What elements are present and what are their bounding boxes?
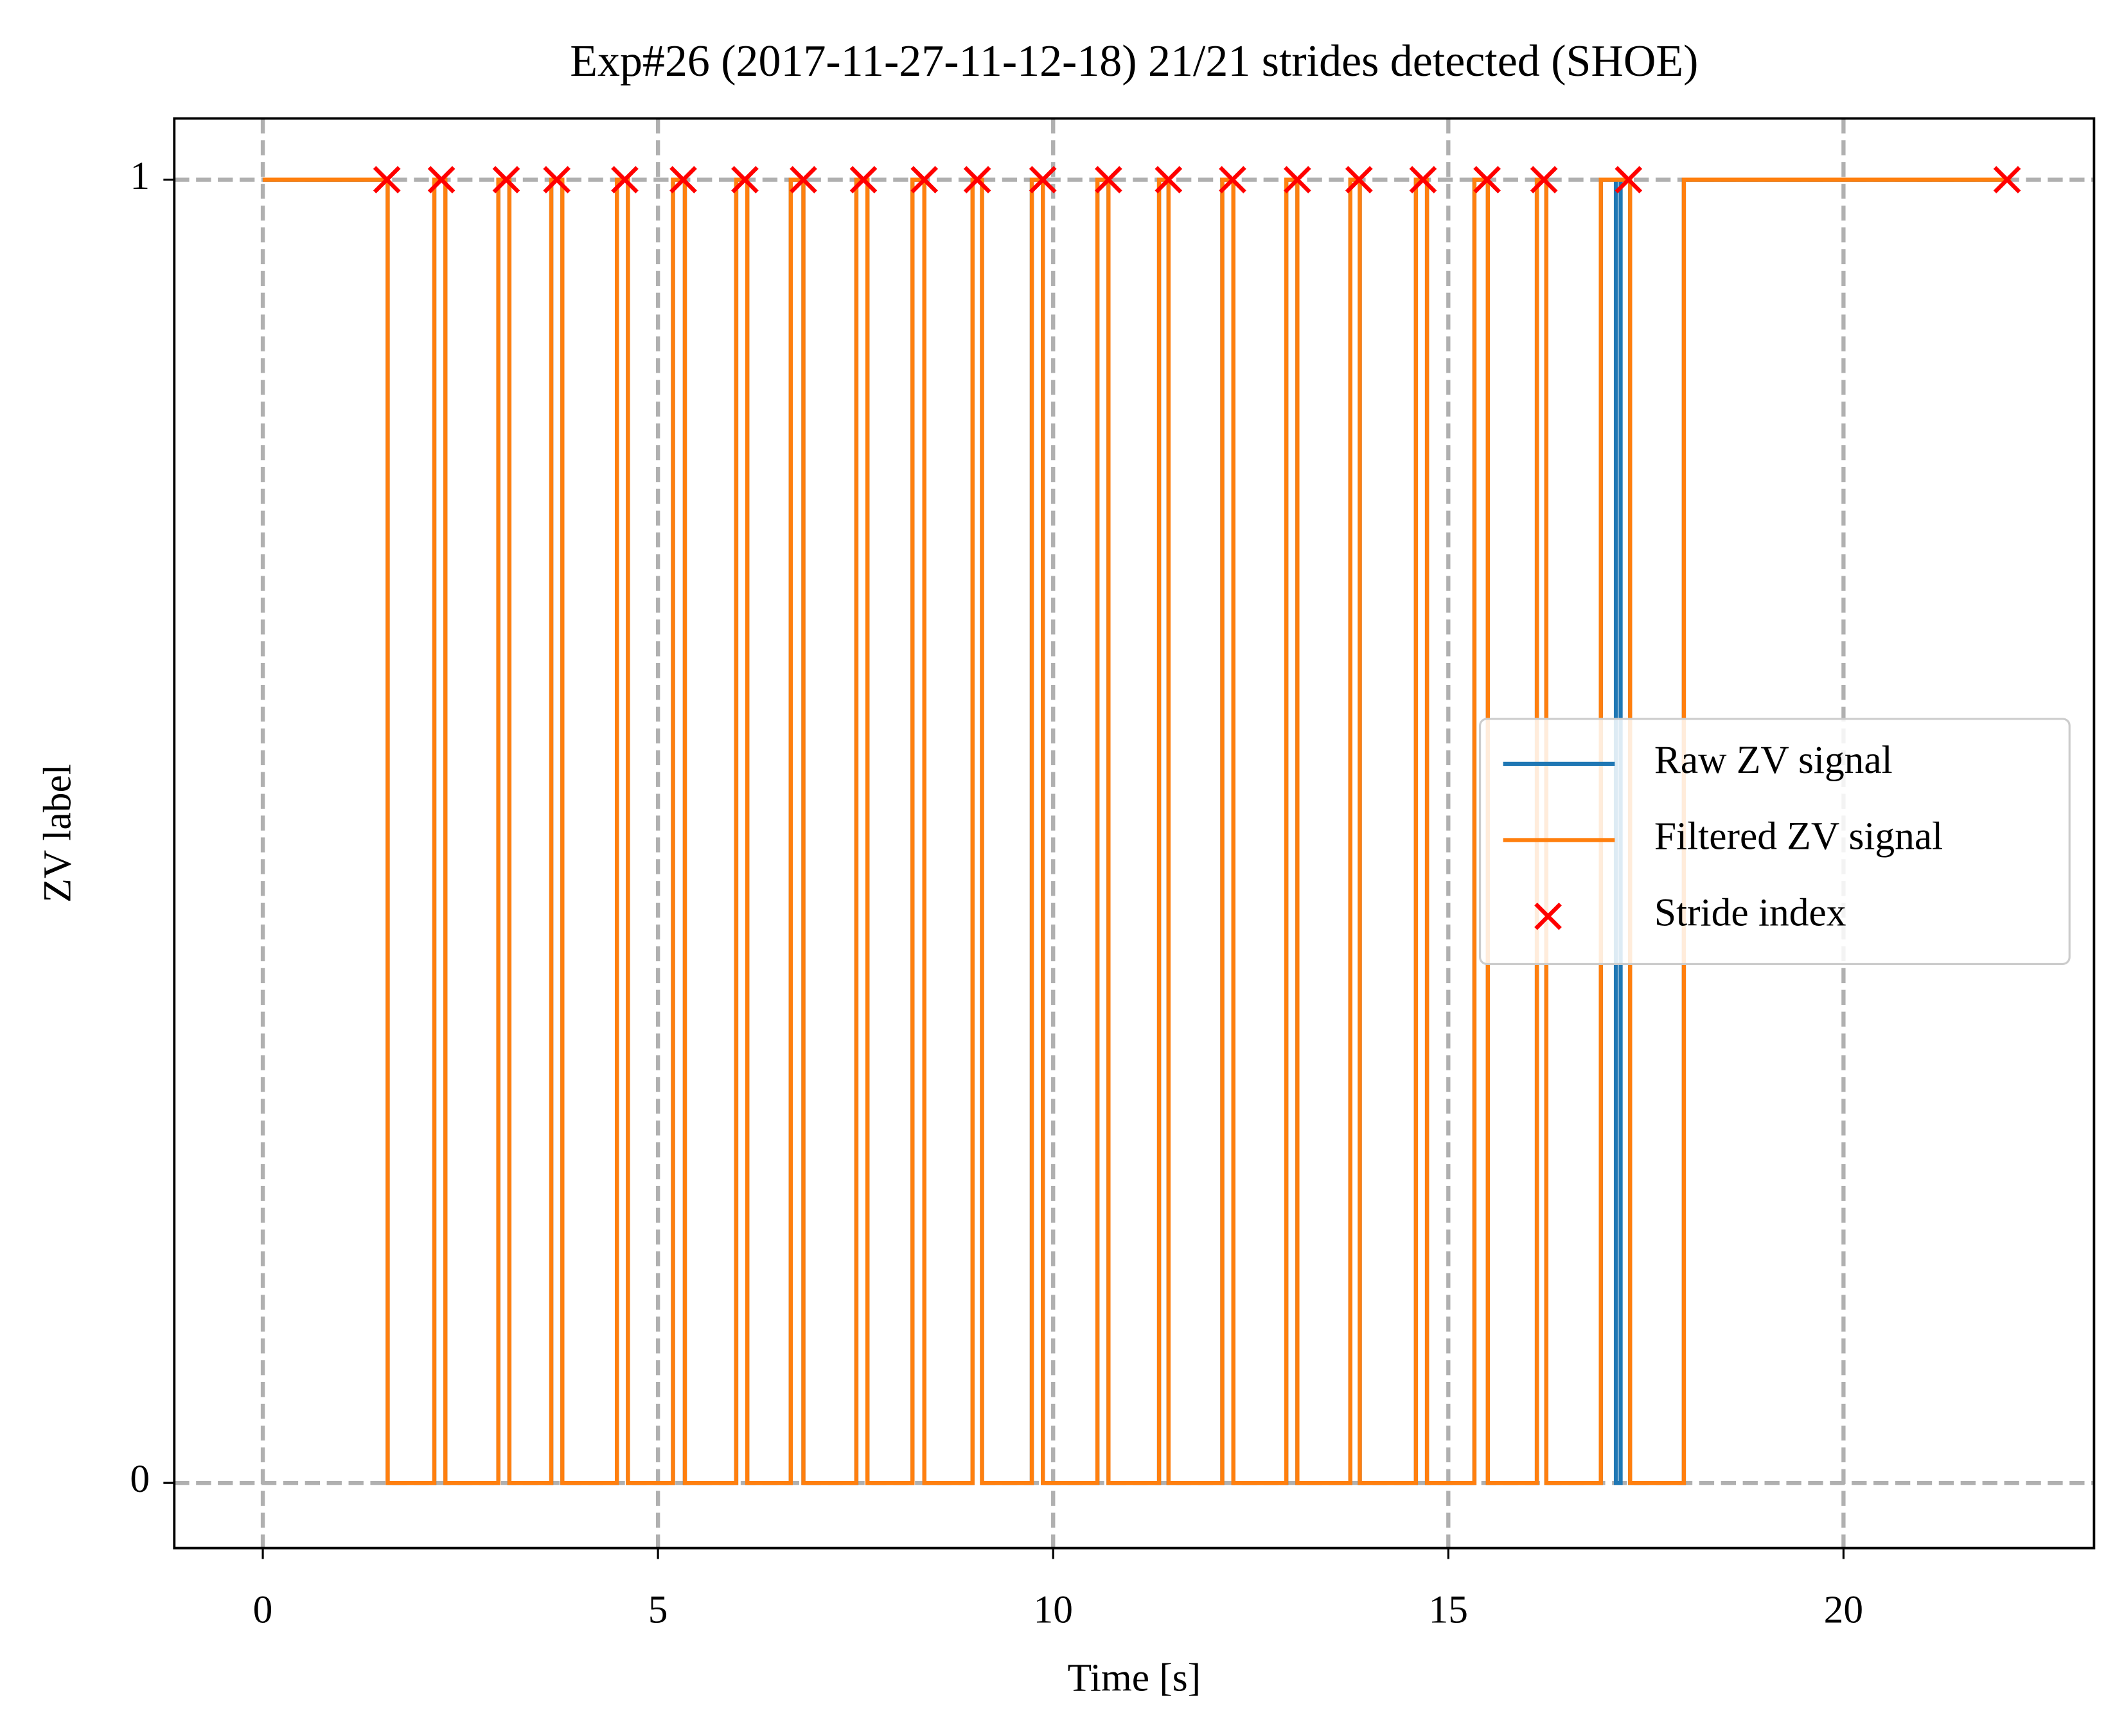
y-axis-label: ZV label xyxy=(35,764,79,903)
chart-title: Exp#26 (2017-11-27-11-12-18) 21/21 strid… xyxy=(570,37,1698,86)
scatter-point xyxy=(1284,166,1311,194)
x-tick-label: 15 xyxy=(1429,1588,1468,1631)
scatter-point xyxy=(1095,166,1122,194)
x-axis-label: Time [s] xyxy=(1067,1656,1201,1699)
scatter-point xyxy=(669,166,697,194)
legend-label: Raw ZV signal xyxy=(1654,738,1893,782)
scatter-point xyxy=(731,166,759,194)
x-tick-label: 20 xyxy=(1824,1588,1863,1631)
scatter-point xyxy=(910,166,939,194)
scatter-point xyxy=(611,166,639,194)
scatter-point xyxy=(492,166,520,194)
y-tick-label: 0 xyxy=(130,1457,150,1501)
y-tick-label: 1 xyxy=(130,154,150,198)
scatter-point xyxy=(963,166,991,194)
axes-frame xyxy=(173,117,2096,1550)
scatter-point xyxy=(1615,166,1643,194)
scatter-point xyxy=(849,166,878,194)
scatter-point xyxy=(1155,166,1183,194)
scatter-point xyxy=(790,166,817,194)
legend-label: Stride index xyxy=(1654,890,1846,934)
x-tick-label: 5 xyxy=(648,1588,668,1631)
scatter-point xyxy=(427,166,456,194)
scatter-point xyxy=(1993,166,2021,194)
scatter-point xyxy=(1219,166,1246,194)
x-tick-label: 0 xyxy=(253,1588,273,1631)
scatter-point xyxy=(1345,166,1373,194)
scatter-point xyxy=(1409,166,1437,194)
legend-label: Filtered ZV signal xyxy=(1654,815,1943,858)
x-tick-label: 10 xyxy=(1034,1588,1073,1631)
scatter-point xyxy=(373,166,401,194)
legend-box xyxy=(1479,718,2071,965)
scatter-point xyxy=(543,166,571,194)
scatter-point xyxy=(1029,166,1057,194)
scatter-point xyxy=(1473,166,1501,194)
legend-marker xyxy=(1534,902,1562,930)
scatter-point xyxy=(1530,166,1558,194)
line-series xyxy=(263,177,2012,1485)
